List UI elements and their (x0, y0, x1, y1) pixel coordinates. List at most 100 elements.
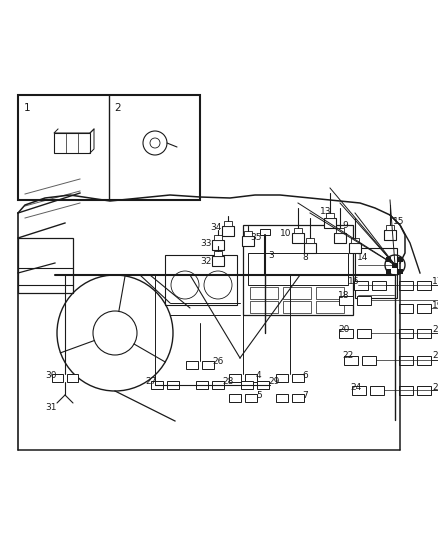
Bar (417, 303, 431, 312)
Bar (151, 381, 163, 389)
Bar (357, 328, 371, 337)
Bar (244, 231, 252, 236)
Text: 26: 26 (212, 357, 223, 366)
Bar (386, 269, 391, 274)
Bar (67, 374, 78, 382)
Bar (399, 328, 413, 337)
Text: 30: 30 (45, 370, 57, 379)
Text: 24: 24 (350, 383, 361, 392)
Bar (186, 361, 198, 369)
Bar (18, 238, 73, 293)
Bar (392, 263, 397, 268)
Bar (362, 356, 376, 365)
Text: 2: 2 (114, 103, 120, 113)
Bar (165, 255, 237, 305)
Text: 28: 28 (222, 376, 233, 385)
Bar (229, 394, 241, 402)
Bar (250, 287, 278, 299)
Bar (355, 248, 397, 298)
Bar (334, 233, 346, 243)
Bar (370, 385, 384, 394)
Bar (417, 385, 431, 394)
Text: 10: 10 (280, 229, 292, 238)
Bar (399, 303, 413, 312)
Text: 4: 4 (256, 370, 261, 379)
Bar (243, 225, 353, 315)
Bar (351, 238, 359, 243)
Bar (398, 269, 403, 274)
Bar (386, 225, 394, 230)
Text: 8: 8 (302, 253, 308, 262)
Bar (250, 301, 278, 313)
Bar (18, 95, 200, 200)
Text: 15: 15 (393, 216, 405, 225)
Bar (316, 301, 344, 313)
Bar (339, 295, 353, 304)
Bar (399, 356, 413, 365)
Bar (386, 257, 391, 262)
Bar (417, 328, 431, 337)
Bar (167, 381, 179, 389)
Bar (316, 287, 344, 299)
Bar (257, 381, 269, 389)
Text: 20: 20 (338, 325, 350, 334)
Bar (283, 301, 311, 313)
Text: 34: 34 (210, 222, 221, 231)
Bar (336, 228, 344, 233)
Bar (241, 381, 253, 389)
Bar (304, 243, 316, 253)
Bar (260, 229, 270, 235)
Bar (196, 381, 208, 389)
Bar (224, 221, 232, 226)
Bar (326, 213, 334, 218)
Text: 16: 16 (348, 277, 360, 286)
Text: 21: 21 (432, 325, 438, 334)
Text: 31: 31 (45, 402, 57, 411)
Bar (52, 374, 63, 382)
Bar (372, 280, 386, 289)
Bar (214, 251, 222, 256)
Bar (245, 394, 257, 402)
Text: 22: 22 (342, 351, 353, 360)
Text: 13: 13 (320, 206, 332, 215)
Text: 23: 23 (432, 351, 438, 360)
Bar (344, 356, 358, 365)
Text: 33: 33 (200, 238, 212, 247)
Bar (212, 256, 224, 266)
Text: 32: 32 (200, 256, 212, 265)
Bar (292, 233, 304, 243)
Text: 35: 35 (250, 232, 261, 241)
Bar (357, 295, 371, 304)
Bar (398, 257, 403, 262)
Bar (248, 253, 348, 285)
Bar (276, 374, 288, 382)
Bar (212, 240, 224, 250)
Bar (339, 328, 353, 337)
Bar (242, 236, 254, 246)
Text: 3: 3 (268, 251, 274, 260)
Bar (283, 287, 311, 299)
Text: 27: 27 (145, 376, 156, 385)
Text: 1: 1 (24, 103, 31, 113)
Text: 6: 6 (302, 370, 308, 379)
Bar (354, 280, 368, 289)
Bar (202, 361, 214, 369)
Bar (306, 238, 314, 243)
Bar (229, 374, 241, 382)
Bar (212, 381, 224, 389)
Text: 5: 5 (256, 391, 262, 400)
Text: 25: 25 (432, 383, 438, 392)
Text: 9: 9 (342, 221, 348, 230)
Bar (324, 218, 336, 228)
Text: 17: 17 (432, 277, 438, 286)
Bar (292, 394, 304, 402)
Bar (294, 228, 302, 233)
Bar (384, 230, 396, 240)
Bar (214, 235, 222, 240)
Bar (245, 374, 257, 382)
Text: 7: 7 (302, 391, 308, 400)
Text: 19: 19 (432, 301, 438, 310)
Bar (417, 356, 431, 365)
Text: 29: 29 (268, 376, 279, 385)
Bar (399, 280, 413, 289)
